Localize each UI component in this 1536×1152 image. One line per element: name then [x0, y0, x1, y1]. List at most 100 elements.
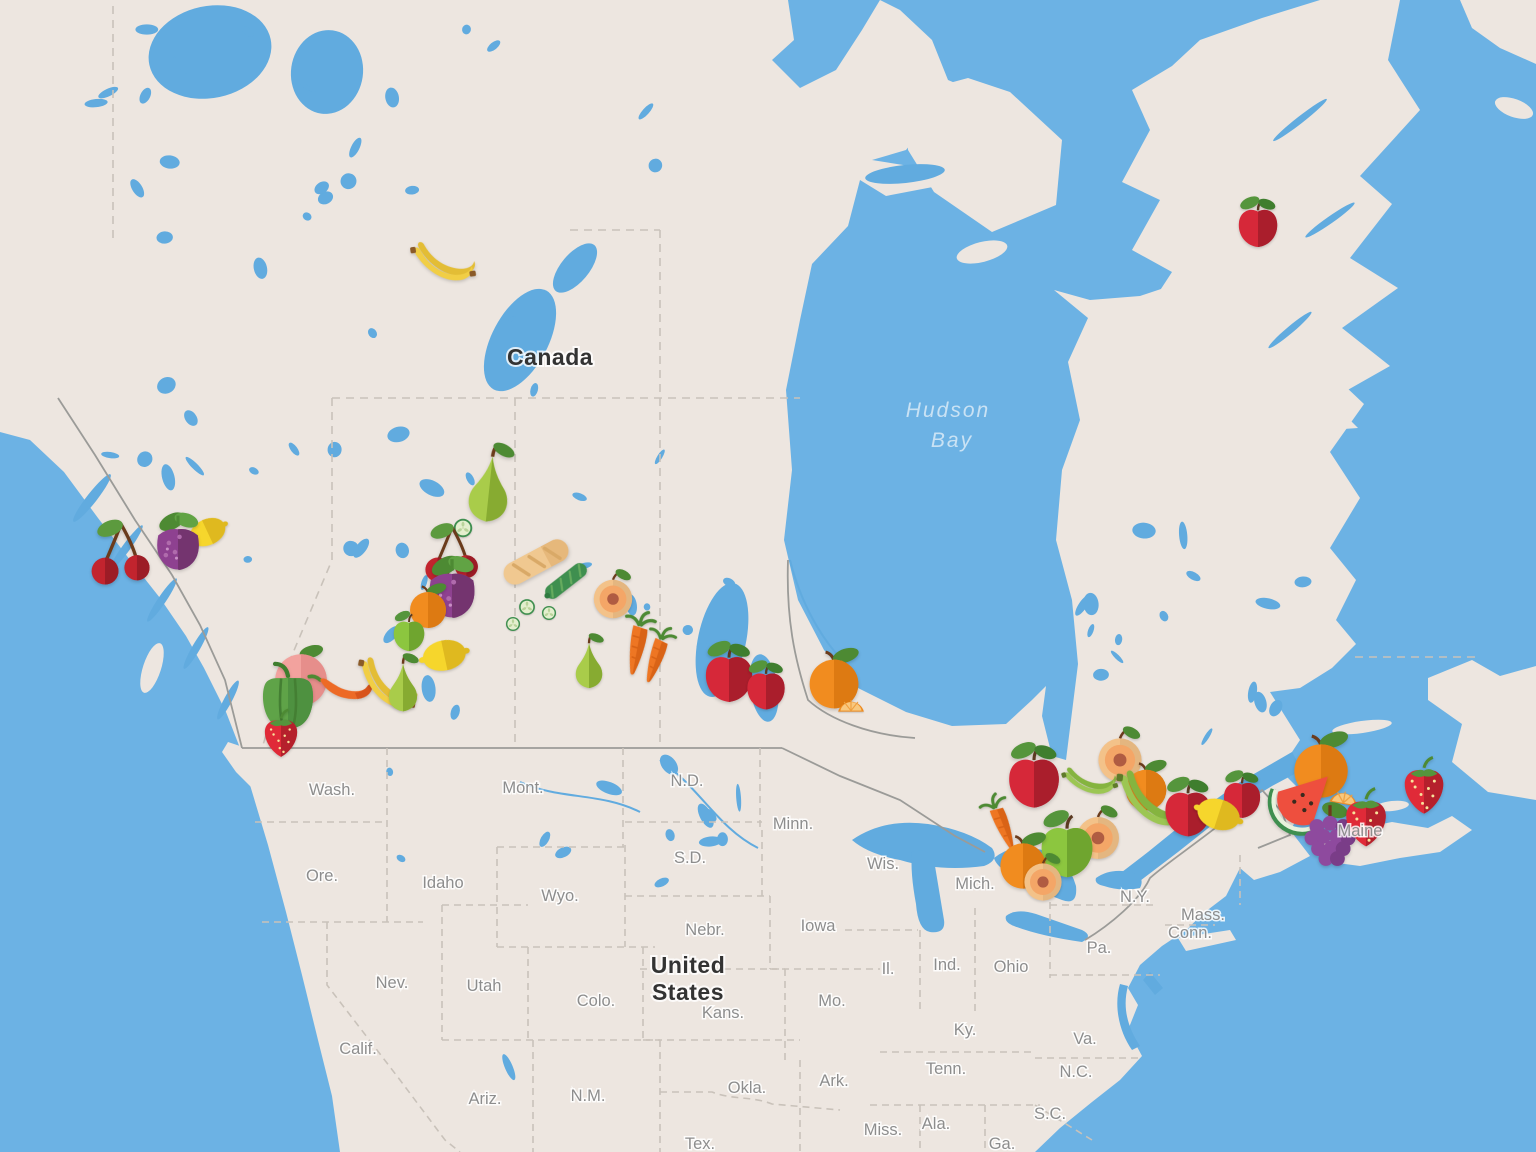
apple-red-icon: [703, 636, 754, 704]
state-label-ky: Ky.: [954, 1021, 977, 1039]
state-label-ariz: Ariz.: [469, 1090, 502, 1108]
long-island: [1178, 930, 1236, 951]
apple-red-icon: [745, 656, 786, 711]
state-label-ga: Ga.: [989, 1135, 1016, 1152]
small-lake: [173, 56, 187, 74]
small-lake: [137, 451, 153, 467]
marker-apple-red[interactable]: [703, 636, 754, 704]
small-lake: [156, 231, 173, 244]
small-lake: [395, 542, 409, 559]
small-lake: [530, 383, 539, 397]
small-lake: [302, 212, 312, 221]
small-lake: [159, 155, 180, 169]
small-lake: [596, 780, 622, 796]
great-slave-lake: [290, 30, 364, 114]
small-lake: [1110, 650, 1124, 664]
cucumber-slice-icon: [541, 605, 557, 621]
small-lake: [1132, 522, 1156, 539]
small-lake: [1159, 610, 1169, 622]
small-lake: [717, 832, 728, 847]
lake-athabasca: [483, 288, 557, 392]
small-lake: [1255, 597, 1281, 610]
state-label-wash: Wash.: [309, 781, 355, 799]
anticosti-island: [1332, 719, 1392, 735]
small-lake: [1186, 570, 1201, 582]
state-label-conn: Conn.: [1168, 924, 1212, 942]
small-lake: [654, 877, 669, 888]
state-label-tenn: Tenn.: [926, 1060, 966, 1078]
state-label-ind: Ind.: [933, 956, 961, 974]
small-lake: [555, 846, 572, 859]
small-lake: [387, 426, 410, 443]
small-lake: [98, 86, 119, 99]
small-lake: [1114, 634, 1123, 646]
small-lake: [386, 767, 394, 776]
marker-apple-red[interactable]: [745, 656, 786, 711]
state-label-mo: Mo.: [818, 992, 846, 1010]
small-lake: [723, 577, 736, 588]
chesapeake-bay: [1117, 984, 1140, 1050]
state-label-colo: Colo.: [577, 992, 616, 1010]
small-lake: [648, 158, 663, 173]
small-lake: [539, 831, 551, 847]
small-lake: [184, 410, 198, 426]
marker-apple-red[interactable]: [1237, 192, 1279, 249]
small-lake: [502, 1054, 516, 1081]
apple-red-icon: [1006, 737, 1061, 810]
small-lake: [450, 704, 460, 720]
state-label-wyo: Wyo.: [541, 887, 578, 905]
state-label-okla: Okla.: [728, 1079, 767, 1097]
small-lake: [139, 87, 152, 104]
small-lake: [419, 479, 445, 497]
small-lake: [1201, 728, 1213, 746]
wager-bay: [865, 164, 945, 184]
marker-apple-red[interactable]: [1006, 737, 1061, 810]
apple-red-icon: [1237, 192, 1279, 249]
state-label-miss: Miss.: [864, 1121, 903, 1139]
haida-gwaii: [140, 643, 164, 693]
state-label-mont: Mont.: [502, 779, 543, 797]
small-lake: [349, 137, 362, 158]
small-lake: [665, 829, 675, 842]
great-bear-lake: [148, 5, 272, 99]
small-lake: [659, 754, 679, 775]
small-lake: [405, 185, 420, 195]
small-lake: [340, 173, 357, 190]
country-label-canada: Canada: [507, 344, 593, 370]
small-lake: [1294, 576, 1312, 588]
state-label-va: Va.: [1073, 1030, 1097, 1048]
small-lake: [84, 98, 108, 108]
cucumber-slice-icon: [505, 616, 521, 632]
state-label-sd: S.D.: [674, 849, 706, 867]
small-lake: [185, 456, 205, 476]
arctic-corner-island: [1460, 0, 1536, 64]
small-lake: [1093, 668, 1109, 681]
state-label-nd: N.D.: [671, 772, 704, 790]
state-label-calif: Calif.: [339, 1040, 377, 1058]
small-lake: [1269, 699, 1283, 717]
state-label-ark: Ark.: [819, 1072, 848, 1090]
marker-cucumber-slice[interactable]: [541, 605, 557, 621]
vancouver-island: [222, 742, 300, 810]
nova-scotia: [1318, 816, 1472, 866]
small-lake: [288, 442, 300, 456]
lake-michigan: [911, 850, 945, 933]
small-lake: [508, 316, 516, 322]
small-lake: [572, 492, 587, 502]
small-lake: [249, 467, 259, 475]
small-lake: [343, 540, 359, 557]
marker-cucumber-slice[interactable]: [519, 599, 535, 615]
small-lake: [367, 328, 378, 339]
state-label-nev: Nev.: [376, 974, 409, 992]
state-label-mich: Mich.: [955, 875, 994, 893]
small-lake: [736, 783, 742, 812]
state-label-ala: Ala.: [922, 1115, 950, 1133]
small-lake: [1178, 521, 1188, 550]
state-label-nc: N.C.: [1060, 1063, 1093, 1081]
alaska-border: [57, 397, 243, 749]
marker-cucumber-slice[interactable]: [505, 616, 521, 632]
small-lake: [314, 181, 329, 195]
